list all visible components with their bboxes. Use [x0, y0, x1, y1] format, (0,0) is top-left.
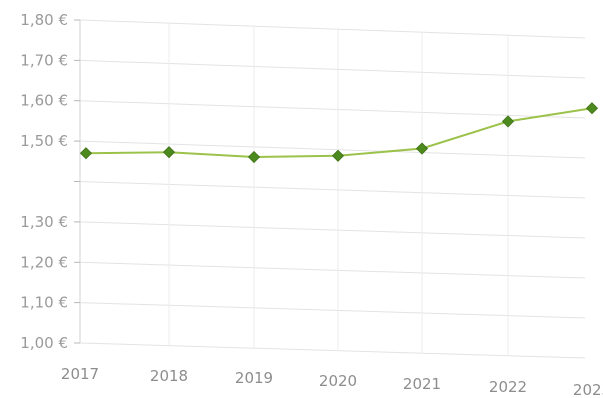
y-tick-label: 1,60 €	[20, 92, 68, 110]
gridline-h	[79, 59, 586, 79]
data-point	[585, 102, 599, 115]
gridline-h	[79, 342, 586, 359]
grid-lines	[79, 19, 586, 359]
gridline-h	[79, 221, 586, 239]
y-tick-label: 1,80 €	[20, 11, 68, 29]
y-tick-label: 1,00 €	[20, 334, 68, 352]
data-point	[79, 147, 93, 160]
data-point	[415, 142, 429, 155]
gridline-h	[79, 181, 586, 199]
x-tick-label: 2023	[573, 381, 603, 398]
gridline-h	[79, 302, 586, 319]
x-axis-ticks: 2017 2018 2019 2020 2021 2022 2023	[61, 365, 603, 398]
data-point	[501, 115, 515, 128]
gridline-h	[79, 19, 586, 39]
y-tick-label: 1,20 €	[20, 253, 68, 271]
y-tick-label: 1,30 €	[20, 213, 68, 231]
y-axis-ticks: 1,00 € 1,10 € 1,20 € 1,30 € 1,50 € 1,60 € 1,70…	[20, 11, 80, 352]
data-point	[247, 150, 261, 164]
y-tick-label: 1,50 €	[20, 132, 68, 150]
gridline-h	[79, 261, 586, 279]
data-point	[162, 146, 176, 159]
x-tick-label: 2021	[403, 375, 441, 393]
y-tick-label: 1,70 €	[20, 51, 68, 69]
series-group	[79, 102, 599, 164]
x-tick-label: 2019	[235, 369, 273, 387]
x-tick-label: 2022	[489, 378, 527, 396]
gridline-h	[79, 140, 586, 159]
gridline-h	[79, 100, 586, 119]
x-tick-label: 2017	[61, 365, 99, 383]
data-point	[331, 149, 345, 162]
y-tick-label: 1,10 €	[20, 294, 68, 312]
x-tick-label: 2020	[319, 372, 357, 390]
x-tick-label: 2018	[150, 367, 188, 385]
